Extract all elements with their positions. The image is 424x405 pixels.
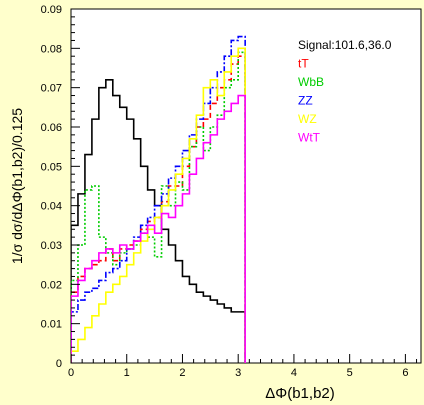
y-tick-label: 0.03 <box>41 240 62 252</box>
x-tick-label: 2 <box>179 367 185 379</box>
x-tick-label: 4 <box>291 367 297 379</box>
y-tick-label: 0.09 <box>41 4 62 16</box>
legend-entry: WbB <box>298 75 324 89</box>
y-tick-label: 0.05 <box>41 161 62 173</box>
x-tick-label: 3 <box>235 367 241 379</box>
x-axis-label: ΔΦ(b1,b2) <box>265 385 335 402</box>
legend-entry: Signal:101.6,36.0 <box>298 38 392 52</box>
axes-layer: 0 1 2 3 4 5 6 0 0.01 0.02 0.03 0.04 0.05 0.06 0.07 0.08… <box>41 4 418 379</box>
y-tick-label: 0 <box>56 358 62 370</box>
legend: Signal:101.6,36.0 tT WbB ZZ WZ WtT <box>298 38 392 145</box>
legend-entry: tT <box>298 57 309 71</box>
y-tick-label: 0.01 <box>41 319 62 331</box>
y-tick-label: 0.02 <box>41 279 62 291</box>
plot-area <box>70 8 422 364</box>
x-tick-label: 0 <box>68 367 74 379</box>
x-tick-label: 5 <box>347 367 353 379</box>
y-tick-label: 0.08 <box>41 43 62 55</box>
y-tick-label: 0.06 <box>41 122 62 134</box>
legend-entry: WZ <box>298 112 317 126</box>
y-axis-label: 1/σ dσ/dΔΦ(b1,b2)/0.125 <box>9 108 25 264</box>
series-line-wbb <box>71 51 246 363</box>
legend-entry: ZZ <box>298 94 313 108</box>
legend-entry: WtT <box>298 131 321 145</box>
y-tick-label: 0.04 <box>41 201 62 213</box>
x-tick-label: 1 <box>124 367 130 379</box>
series-layer <box>71 35 246 363</box>
series-line-wtt <box>71 94 246 363</box>
y-tick-label: 0.07 <box>41 83 62 95</box>
series-line-wz <box>71 47 246 363</box>
x-tick-label: 6 <box>402 367 408 379</box>
